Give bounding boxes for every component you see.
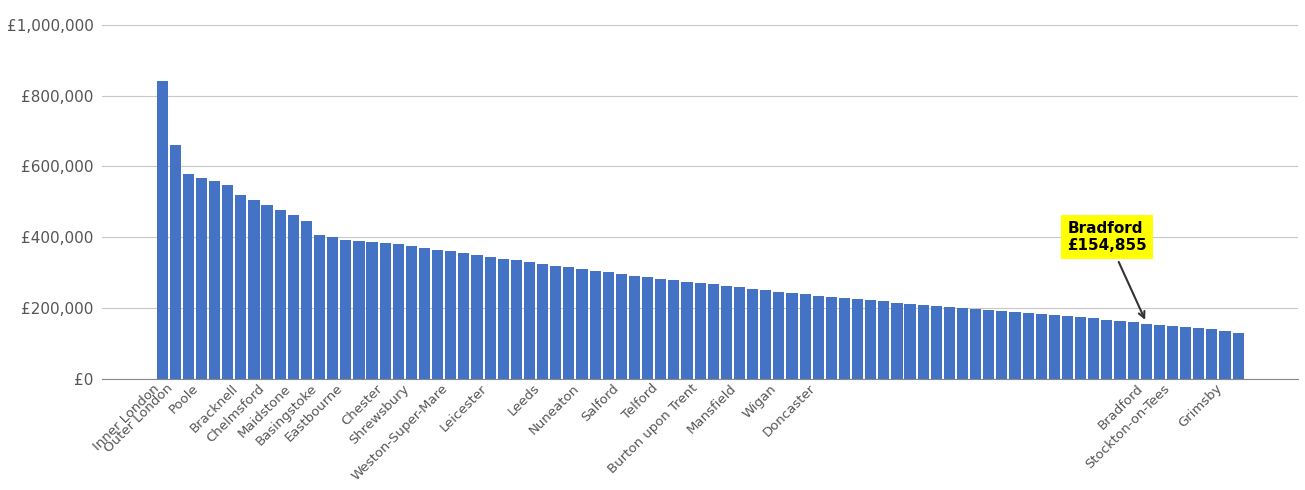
Bar (157, 81, 167, 379)
Bar (1088, 318, 1099, 379)
Bar (1101, 319, 1112, 379)
Bar (787, 293, 797, 379)
Bar (510, 260, 522, 379)
Bar (917, 305, 929, 379)
Bar (642, 277, 654, 379)
Bar (1219, 331, 1231, 379)
Bar (655, 279, 667, 379)
Bar (800, 294, 810, 379)
Bar (878, 301, 890, 379)
Bar (590, 270, 600, 379)
Bar (930, 306, 942, 379)
Bar (1049, 315, 1060, 379)
Bar (328, 237, 338, 379)
Bar (445, 251, 457, 379)
Bar (603, 272, 613, 379)
Bar (826, 297, 837, 379)
Bar (1193, 328, 1205, 379)
Bar (774, 292, 784, 379)
Bar (1114, 320, 1126, 379)
Bar (957, 308, 968, 379)
Bar (1206, 329, 1218, 379)
Bar (261, 205, 273, 379)
Bar (471, 255, 483, 379)
Bar (668, 280, 680, 379)
Bar (222, 185, 234, 379)
Bar (1062, 317, 1073, 379)
Bar (432, 250, 444, 379)
Bar (707, 285, 719, 379)
Bar (183, 173, 194, 379)
Bar (616, 274, 626, 379)
Bar (839, 298, 850, 379)
Bar (248, 200, 260, 379)
Bar (380, 244, 390, 379)
Bar (497, 259, 509, 379)
Bar (564, 268, 574, 379)
Bar (681, 282, 693, 379)
Bar (287, 215, 299, 379)
Bar (341, 240, 351, 379)
Bar (523, 262, 535, 379)
Bar (315, 235, 325, 379)
Bar (1232, 333, 1244, 379)
Bar (720, 286, 732, 379)
Bar (1036, 314, 1047, 379)
Bar (629, 275, 639, 379)
Bar (538, 264, 548, 379)
Bar (209, 181, 221, 379)
Bar (891, 302, 903, 379)
Bar (393, 245, 403, 379)
Bar (1141, 324, 1152, 379)
Bar (1023, 313, 1034, 379)
Bar (760, 290, 771, 379)
Bar (367, 242, 377, 379)
Text: Bradford
£154,855: Bradford £154,855 (1067, 221, 1147, 318)
Bar (577, 269, 587, 379)
Bar (1180, 327, 1191, 379)
Bar (301, 221, 312, 379)
Bar (996, 311, 1007, 379)
Bar (983, 310, 994, 379)
Bar (813, 296, 823, 379)
Bar (406, 246, 418, 379)
Bar (196, 178, 207, 379)
Bar (1010, 312, 1021, 379)
Bar (1167, 326, 1178, 379)
Bar (746, 289, 758, 379)
Bar (458, 253, 470, 379)
Bar (904, 304, 916, 379)
Bar (1154, 325, 1165, 379)
Bar (235, 195, 247, 379)
Bar (484, 257, 496, 379)
Bar (1075, 318, 1086, 379)
Bar (852, 299, 863, 379)
Bar (354, 241, 364, 379)
Bar (419, 248, 431, 379)
Bar (733, 287, 745, 379)
Bar (551, 266, 561, 379)
Bar (170, 145, 181, 379)
Bar (274, 210, 286, 379)
Bar (944, 307, 955, 379)
Bar (1128, 321, 1139, 379)
Bar (970, 309, 981, 379)
Bar (694, 283, 706, 379)
Bar (865, 300, 876, 379)
